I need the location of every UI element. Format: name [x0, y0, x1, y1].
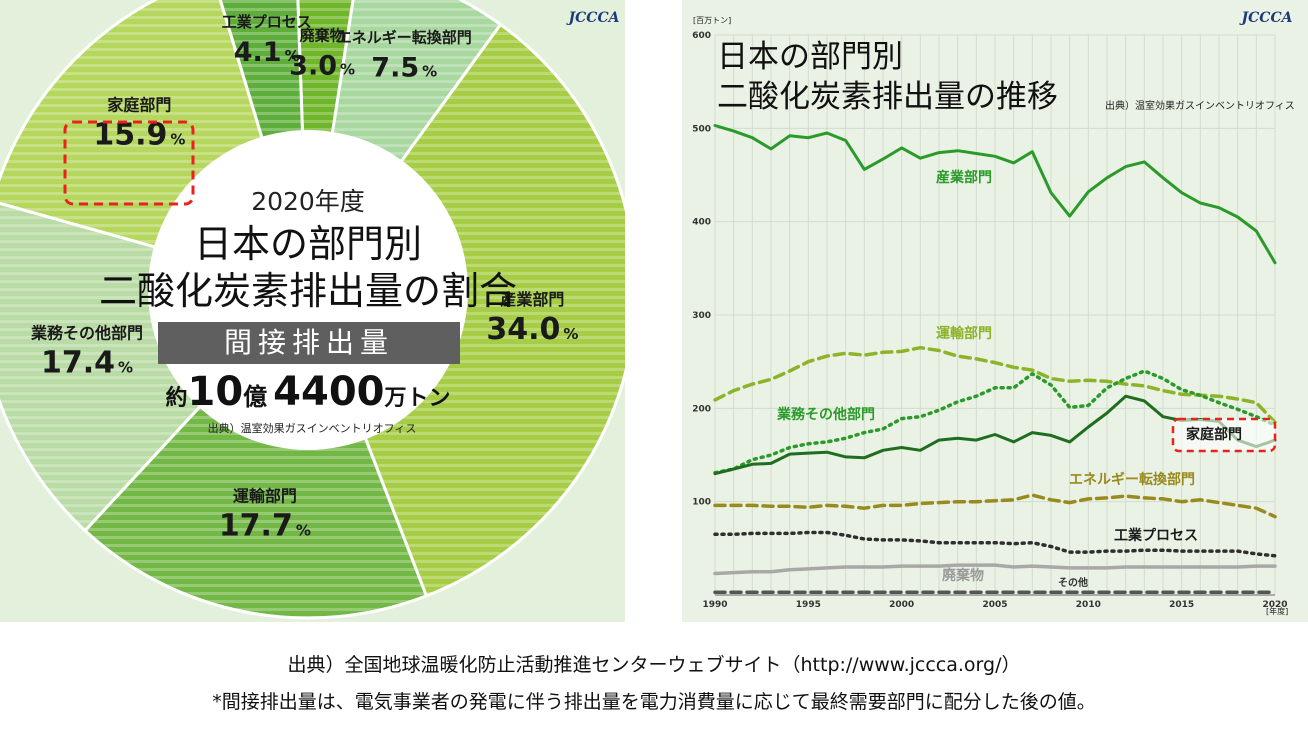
donut-slice-texture [85, 290, 427, 618]
slice-label: 業務その他部門 [30, 323, 143, 342]
y-tick-label: 600 [692, 31, 711, 41]
x-tick-label: 2005 [982, 600, 1007, 610]
x-tick-label: 2020 [1262, 600, 1287, 610]
slice-percent-sign: % [340, 60, 355, 78]
series-line [713, 124, 1277, 265]
x-unit-label: [年度] [1266, 606, 1288, 616]
slice-percent-sign: % [422, 62, 437, 80]
slice-label: 家庭部門 [107, 96, 171, 115]
y-tick-label: 200 [692, 404, 711, 414]
series-label: 工業プロセス [1114, 527, 1198, 544]
line-chart-panel: 100 200 300 400 500 600 1990 1995 2000 2005 2010 20… [682, 0, 1308, 622]
jccca-logo-2: JCCCA [1239, 10, 1293, 26]
y-tick-label: 100 [692, 498, 711, 508]
y-tick-label: 400 [692, 218, 711, 228]
footer-note: *間接排出量は、電気事業者の発電に伴う排出量を電力消費量に応じて最終需要部門に配… [212, 691, 1096, 713]
series-label: 業務その他部門 [776, 406, 875, 423]
series-label: 産業部門 [936, 169, 992, 186]
series-line [713, 530, 1277, 558]
slice-label: 廃棄物 [300, 26, 345, 44]
slice-label: エネルギー転換部門 [337, 28, 472, 46]
household-highlight-box-line [1171, 417, 1277, 453]
slice-label: 産業部門 [500, 290, 564, 309]
donut-title-line2: 二酸化炭素排出量の割合 [99, 269, 517, 313]
x-tick-label: 2000 [889, 600, 914, 610]
x-tick-label: 2015 [1169, 600, 1194, 610]
donut-source: 出典）温室効果ガスインベントリオフィス [208, 421, 417, 435]
household-highlight-box [63, 120, 195, 206]
series-label: エネルギー転換部門 [1069, 471, 1195, 488]
line-chart: 100 200 300 400 500 600 1990 1995 2000 2005 2010 20… [692, 10, 1295, 616]
indirect-emission-label: 間接排出量 [224, 326, 394, 359]
footer-source: 出典）全国地球温暖化防止活動推進センターウェブサイト（http://www.jc… [287, 654, 1021, 676]
slice-label: 工業プロセス [222, 13, 312, 31]
donut-chart-panel: 廃棄物 3.0% エネルギー転換部門 7.5% 産業部門 34.0% 運輸部門 17.7% 業務… [0, 0, 625, 622]
series-line [713, 563, 1277, 576]
y-unit-label: [百万トン] [693, 16, 731, 25]
line-title-line1: 日本の部門別 [717, 39, 903, 75]
y-tick-label: 500 [692, 124, 711, 134]
total-unit1: 億 [243, 383, 267, 411]
x-tick-label: 2010 [1076, 600, 1101, 610]
total-prefix: 約 [165, 385, 187, 411]
total-emission: 約10億 4400万トン [165, 369, 450, 415]
series-line [713, 345, 1277, 425]
slice-percent-sign: % [296, 522, 311, 540]
slice-percent-sign: % [170, 131, 185, 149]
series-label: その他 [1058, 576, 1088, 589]
slice-percent-sign: % [285, 47, 300, 65]
series-label: 家庭部門 [1186, 426, 1242, 443]
donut-title-line1: 日本の部門別 [194, 222, 422, 266]
line-source: 出典）温室効果ガスインベントリオフィス [1105, 99, 1295, 112]
total-unit2: 万トン [384, 386, 451, 411]
series-label: 運輸部門 [936, 325, 992, 342]
slice-percent-sign: % [563, 325, 578, 343]
x-tick-label: 1990 [702, 600, 727, 610]
total-num1: 10 [188, 369, 244, 415]
slice-label: 運輸部門 [233, 487, 297, 506]
slice-value: 4.1% [234, 37, 300, 68]
line-title-line2: 二酸化炭素排出量の推移 [717, 79, 1058, 115]
donut-year-label: 2020年度 [251, 187, 365, 216]
indirect-emission-band [158, 322, 460, 364]
donut-center-hole [148, 130, 468, 450]
series-line [713, 369, 1277, 475]
jccca-logo: JCCCA [566, 10, 620, 26]
x-tick-label: 1995 [796, 600, 821, 610]
slice-percent-sign: % [118, 358, 133, 376]
y-tick-label: 300 [692, 311, 711, 321]
series-label: 廃棄物 [942, 567, 984, 584]
total-num2: 4400 [273, 369, 384, 415]
series-line [713, 493, 1277, 519]
